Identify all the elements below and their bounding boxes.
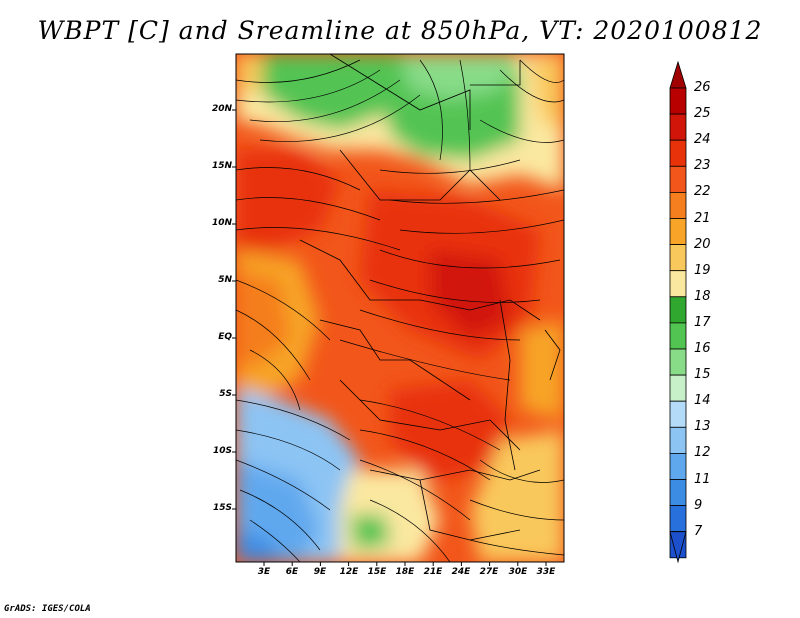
colorbar-label: 17 — [694, 314, 711, 330]
lon-tick-label: 33E — [536, 567, 556, 577]
colorbar-label: 21 — [694, 210, 711, 226]
colorbar-cell — [669, 296, 687, 324]
colorbar-label: 18 — [694, 288, 711, 304]
colorbar-label: 9 — [694, 497, 703, 513]
lat-tick-label: 5N — [218, 275, 232, 285]
lon-tick-label: 27E — [479, 567, 499, 577]
colorbar-cell — [669, 218, 687, 246]
axis-ticks — [232, 109, 547, 566]
lon-tick-label: 30E — [508, 567, 528, 577]
colorbar-cell — [669, 270, 687, 298]
colorbar-cell — [669, 165, 687, 193]
colorbar-cell — [669, 191, 687, 219]
lon-tick-label: 18E — [395, 567, 415, 577]
colorbar-label: 25 — [694, 106, 711, 122]
lon-tick-label: 12E — [339, 567, 359, 577]
colorbar-cell — [669, 426, 687, 454]
colorbar-cell — [669, 139, 687, 167]
colorbar-cell — [669, 322, 687, 350]
streamlines — [236, 59, 564, 562]
lat-tick-label: 15S — [212, 503, 232, 513]
colorbar-cell — [669, 113, 687, 141]
lon-tick-label: 3E — [257, 567, 271, 577]
colorbar-cell — [669, 505, 687, 533]
colorbar-label: 26 — [694, 80, 711, 95]
lat-tick-label: 20N — [211, 104, 232, 114]
temperature-field — [236, 54, 564, 562]
lat-tick-label: EQ — [218, 332, 232, 342]
lat-tick-label: 5S — [219, 389, 232, 399]
colorbar-cell — [669, 374, 687, 402]
colorbar-label: 16 — [694, 341, 711, 356]
colorbar-cell — [669, 452, 687, 480]
colorbar-label: 13 — [694, 419, 711, 435]
lon-tick-label: 9E — [313, 567, 327, 577]
lat-tick-label: 10S — [212, 446, 232, 456]
colorbar-label: 14 — [694, 393, 711, 409]
colorbar-label: 24 — [694, 132, 711, 148]
lon-tick-label: 6E — [285, 567, 299, 577]
colorbar-label: 11 — [694, 471, 711, 487]
colorbar-label: 22 — [694, 184, 711, 200]
colorbar-min-arrow — [669, 531, 687, 564]
lon-tick-label: 21E — [423, 567, 443, 577]
credit-text: GrADS: IGES/COLA — [4, 604, 91, 614]
country-borders — [299, 54, 561, 541]
colorbar-max-arrow — [669, 60, 687, 89]
colorbar-cell — [669, 87, 687, 115]
colorbar-cell — [669, 244, 687, 272]
colorbar-cell — [669, 400, 687, 428]
colorbar-label: 23 — [694, 158, 711, 174]
map-frame — [235, 53, 565, 563]
colorbar-label: 20 — [694, 236, 711, 252]
chart-title: WBPT [C] and Sreamline at 850hPa, VT: 20… — [37, 16, 763, 45]
lon-tick-label: 15E — [367, 567, 387, 577]
colorbar-label: 7 — [694, 523, 703, 539]
colorbar-label: 12 — [694, 445, 711, 461]
lat-tick-label: 15N — [211, 161, 232, 171]
colorbar-label: 19 — [694, 262, 711, 278]
colorbar-cell — [669, 348, 687, 376]
colorbar-cell — [669, 479, 687, 507]
lat-tick-label: 10N — [211, 218, 232, 228]
lon-tick-label: 24E — [451, 567, 471, 577]
colorbar-label: 15 — [694, 367, 711, 383]
